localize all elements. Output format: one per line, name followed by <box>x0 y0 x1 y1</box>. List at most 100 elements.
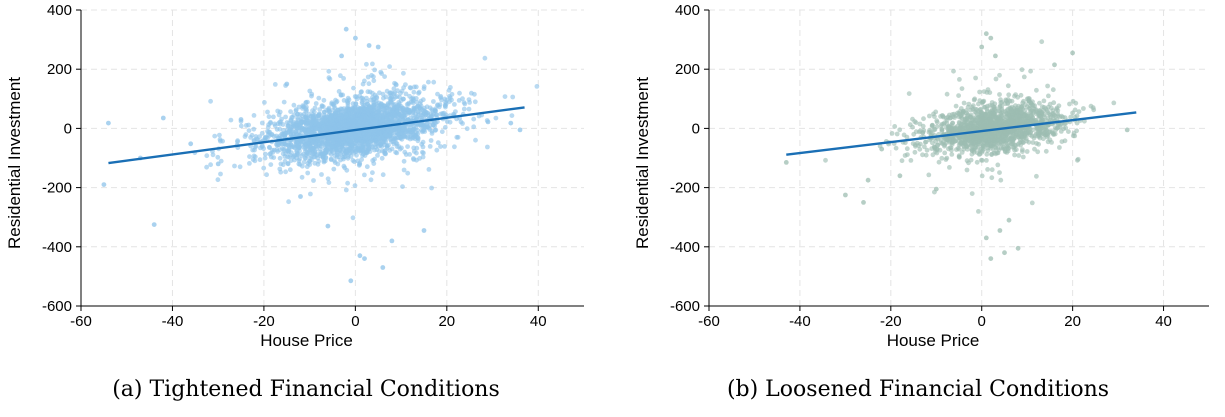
data-point <box>386 113 391 119</box>
data-point <box>433 120 438 126</box>
data-point <box>1020 154 1026 160</box>
data-point <box>363 150 369 155</box>
data-point <box>419 127 424 133</box>
data-point <box>960 111 966 117</box>
data-point <box>948 136 954 142</box>
data-point <box>382 74 387 79</box>
data-point <box>362 78 367 84</box>
data-point <box>300 142 305 148</box>
data-point <box>208 162 214 168</box>
y-tick-label: -200 <box>670 180 700 197</box>
data-point <box>978 123 984 129</box>
data-point <box>370 61 375 67</box>
data-point <box>393 82 399 88</box>
data-point <box>911 131 917 137</box>
data-point <box>457 90 462 96</box>
data-point <box>956 154 962 160</box>
data-point <box>452 102 457 107</box>
data-point <box>374 120 380 126</box>
data-point <box>437 102 443 107</box>
data-point <box>357 253 363 259</box>
data-point <box>308 113 314 119</box>
data-point <box>1041 136 1046 142</box>
data-point <box>315 155 321 161</box>
data-point <box>1068 114 1074 120</box>
data-point <box>283 142 289 148</box>
data-point <box>321 124 326 130</box>
data-point <box>375 153 380 158</box>
data-point <box>311 178 316 183</box>
data-point <box>460 96 465 102</box>
data-point <box>993 141 998 147</box>
data-point <box>327 125 332 130</box>
data-point <box>246 128 252 134</box>
data-point <box>1007 137 1013 143</box>
data-point <box>420 139 426 145</box>
data-point <box>267 144 272 150</box>
data-point <box>442 125 448 130</box>
data-point <box>313 126 319 132</box>
data-point <box>1005 148 1011 154</box>
x-tick-label: -40 <box>789 313 811 330</box>
data-point <box>979 158 985 163</box>
data-point <box>380 172 386 178</box>
y-tick-label: 400 <box>47 2 72 19</box>
data-point <box>316 111 322 117</box>
data-point <box>1006 217 1012 223</box>
data-point <box>960 125 966 131</box>
x-tick-label: 20 <box>438 313 455 330</box>
data-point <box>1037 100 1042 106</box>
data-point <box>912 119 918 124</box>
data-point <box>422 124 428 130</box>
data-point <box>1042 124 1047 130</box>
data-point <box>509 113 515 118</box>
data-point <box>394 94 400 99</box>
data-point <box>924 147 930 153</box>
data-point <box>435 140 441 146</box>
data-point <box>252 154 258 160</box>
data-point <box>238 123 244 129</box>
data-point <box>939 155 945 161</box>
data-point <box>861 200 866 205</box>
data-point <box>362 135 368 140</box>
y-axis-title: Residential Investment <box>633 77 652 249</box>
data-point <box>904 134 910 140</box>
data-point <box>285 161 291 166</box>
data-point <box>299 113 305 119</box>
data-point <box>387 90 393 96</box>
data-point <box>359 108 364 113</box>
y-tick-label: -600 <box>670 298 700 315</box>
data-point <box>328 157 334 163</box>
data-point <box>427 123 433 129</box>
data-point <box>985 167 990 172</box>
data-point <box>269 132 274 138</box>
data-point <box>970 103 976 108</box>
data-point <box>354 141 360 147</box>
data-point <box>983 31 989 37</box>
data-point <box>926 172 932 178</box>
data-point <box>1052 131 1058 137</box>
data-point <box>374 147 380 153</box>
data-point <box>344 123 350 129</box>
data-point <box>899 158 905 164</box>
data-point <box>823 157 828 163</box>
data-point <box>1035 130 1041 136</box>
x-tick-label: -20 <box>253 313 275 330</box>
data-point <box>319 172 324 177</box>
data-point <box>400 184 405 190</box>
data-point <box>247 161 252 166</box>
data-point <box>995 150 1001 156</box>
data-point <box>283 169 288 175</box>
data-point <box>279 131 285 137</box>
data-point <box>972 140 978 145</box>
data-point <box>292 152 298 158</box>
data-point <box>411 157 417 162</box>
data-point <box>277 126 283 132</box>
data-point <box>342 132 348 138</box>
data-point <box>1024 96 1030 102</box>
data-point <box>1039 104 1045 110</box>
data-point <box>1010 110 1016 116</box>
y-tick-label: -200 <box>42 180 72 197</box>
data-point <box>942 150 948 156</box>
